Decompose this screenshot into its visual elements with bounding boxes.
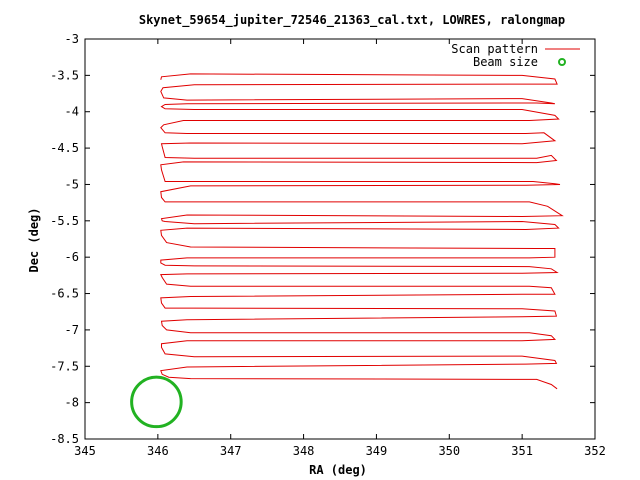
x-tick-label: 352 <box>584 444 606 458</box>
x-tick-label: 348 <box>293 444 315 458</box>
y-tick-label: -4 <box>65 105 79 119</box>
y-tick-label: -7 <box>65 323 79 337</box>
y-tick-label: -7.5 <box>50 359 79 373</box>
x-axis-ticks: 345 346 347 348 349 350 351 352 <box>74 39 606 458</box>
x-tick-label: 349 <box>366 444 388 458</box>
y-tick-label: -6.5 <box>50 287 79 301</box>
x-axis-label: RA (deg) <box>309 463 367 477</box>
y-tick-label: -8 <box>65 396 79 410</box>
y-tick-label: -6 <box>65 250 79 264</box>
chart-title: Skynet_59654_jupiter_72546_21363_cal.txt… <box>139 13 565 28</box>
y-axis-label: Dec (deg) <box>27 207 41 272</box>
y-tick-label: -5 <box>65 177 79 191</box>
x-tick-label: 347 <box>220 444 242 458</box>
series-layer <box>130 73 564 429</box>
scan-pattern-line <box>160 73 564 390</box>
legend: Scan pattern Beam size <box>451 42 580 69</box>
y-axis-ticks: -3 -3.5 -4 -4.5 -5 -5.5 -6 -6.5 -7 -7.5 -8 -8.5 <box>50 32 595 446</box>
x-tick-label: 346 <box>147 444 169 458</box>
x-tick-label: 345 <box>74 444 96 458</box>
y-tick-label: -8.5 <box>50 432 79 446</box>
beam-size-circle <box>130 375 183 429</box>
y-tick-label: -4.5 <box>50 141 79 155</box>
plot-frame <box>84 38 596 440</box>
y-tick-label: -5.5 <box>50 214 79 228</box>
y-tick-label: -3.5 <box>50 68 79 82</box>
legend-label-beam-size: Beam size <box>473 55 538 69</box>
x-tick-label: 350 <box>438 444 460 458</box>
y-tick-label: -3 <box>65 32 79 46</box>
legend-swatch-beam-size <box>558 58 566 66</box>
x-tick-label: 351 <box>511 444 533 458</box>
legend-label-scan-pattern: Scan pattern <box>451 42 538 56</box>
